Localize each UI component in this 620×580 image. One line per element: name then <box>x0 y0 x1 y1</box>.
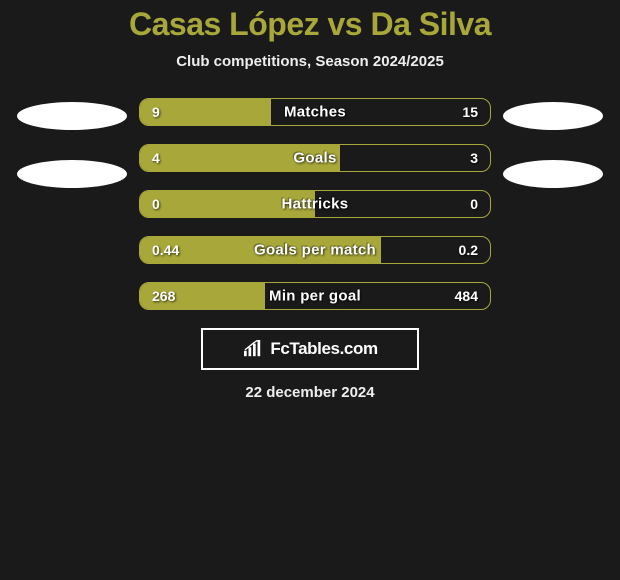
bar-label: Min per goal <box>269 288 361 305</box>
chart-area: 9 Matches 15 4 Goals 3 0 Hattricks 0 0.4… <box>0 98 620 310</box>
bar-right-value: 0.2 <box>459 242 478 258</box>
brand-text: FcTables.com <box>270 339 377 359</box>
bar-label: Goals <box>293 150 336 167</box>
bar-right-value: 0 <box>470 196 478 212</box>
bar-row-hattricks: 0 Hattricks 0 <box>139 190 491 218</box>
bar-chart-icon <box>242 340 264 358</box>
bar-right-value: 3 <box>470 150 478 166</box>
ellipse-mark <box>503 102 603 130</box>
brand-box: FcTables.com <box>201 328 419 370</box>
date: 22 december 2024 <box>245 384 374 401</box>
ellipse-mark <box>503 160 603 188</box>
ellipse-mark <box>17 160 127 188</box>
left-player-marks <box>17 98 127 188</box>
bar-left-value: 0 <box>152 196 160 212</box>
bar-label: Hattricks <box>282 196 349 213</box>
ellipse-mark <box>17 102 127 130</box>
bar-left-value: 9 <box>152 104 160 120</box>
comparison-infographic: Casas López vs Da Silva Club competition… <box>0 0 620 401</box>
bar-left-value: 0.44 <box>152 242 179 258</box>
bar-label: Goals per match <box>254 242 376 259</box>
bar-right-value: 484 <box>455 288 478 304</box>
bar-row-matches: 9 Matches 15 <box>139 98 491 126</box>
bar-label: Matches <box>284 104 346 121</box>
right-player-marks <box>503 98 603 188</box>
bar-left-value: 268 <box>152 288 175 304</box>
bar-row-min-per-goal: 268 Min per goal 484 <box>139 282 491 310</box>
bar-right-value: 15 <box>462 104 478 120</box>
bar-row-goals-per-match: 0.44 Goals per match 0.2 <box>139 236 491 264</box>
page-title: Casas López vs Da Silva <box>129 6 491 43</box>
bar-row-goals: 4 Goals 3 <box>139 144 491 172</box>
comparison-bars: 9 Matches 15 4 Goals 3 0 Hattricks 0 0.4… <box>139 98 491 310</box>
bar-left-value: 4 <box>152 150 160 166</box>
subtitle: Club competitions, Season 2024/2025 <box>176 53 444 70</box>
